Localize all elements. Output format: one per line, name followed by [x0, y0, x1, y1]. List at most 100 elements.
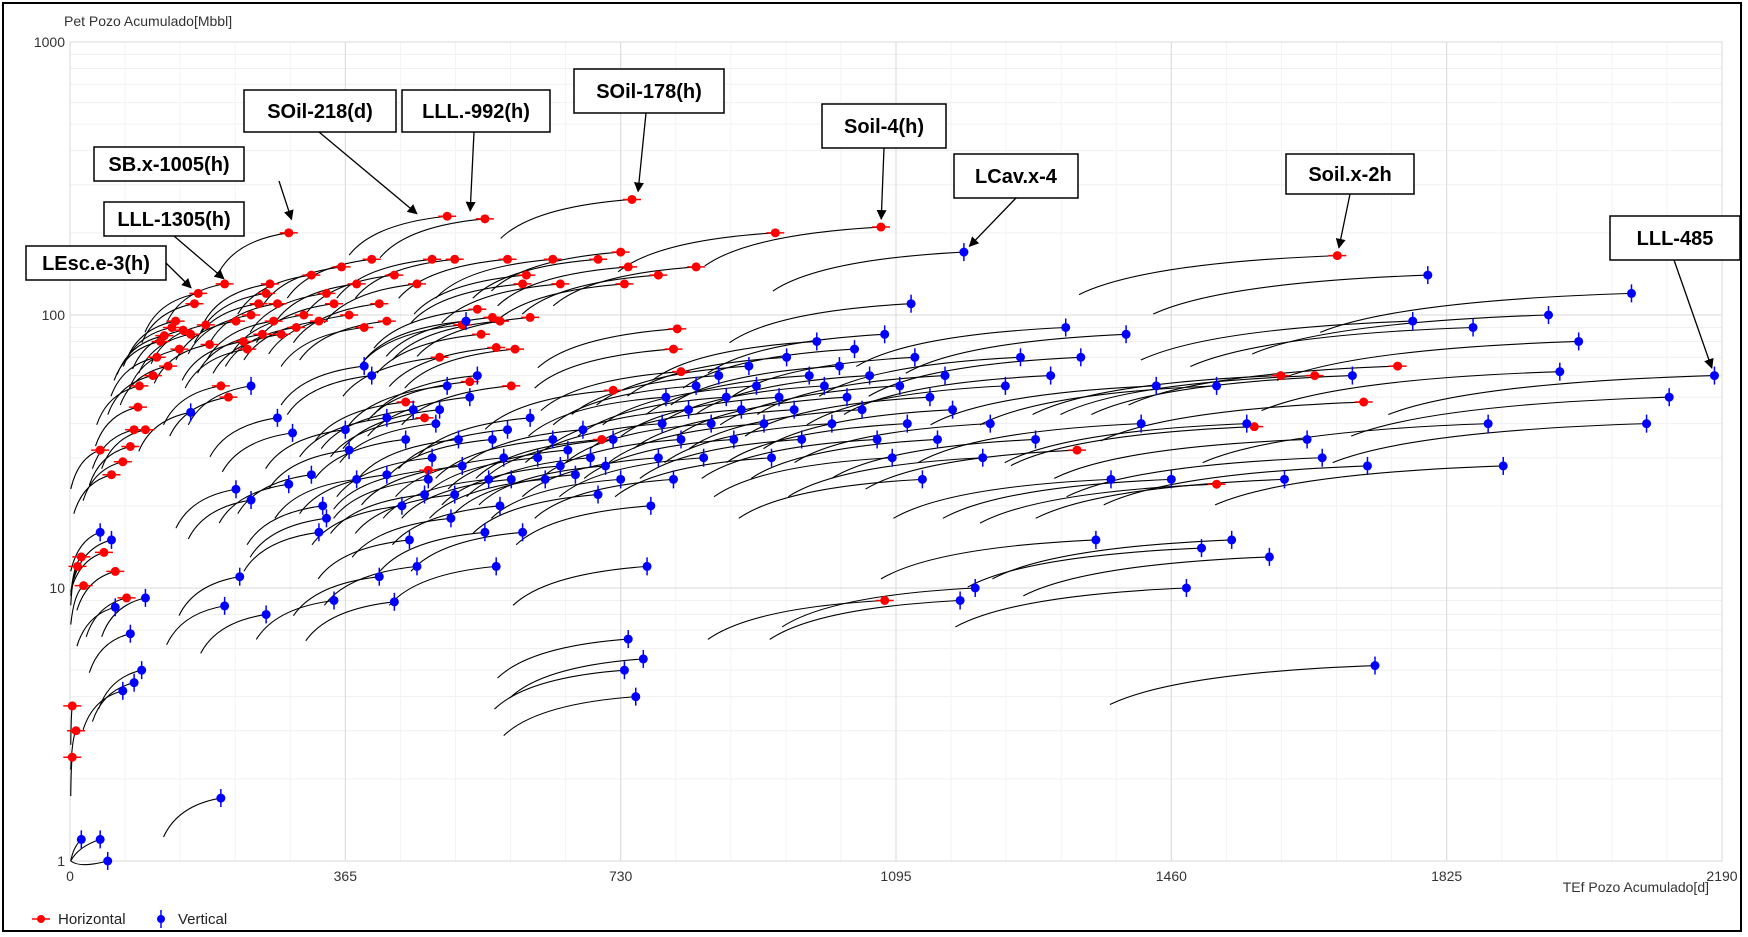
legend-entry: Horizontal [58, 911, 126, 928]
vertical-point [736, 405, 746, 415]
horizontal-point [476, 329, 486, 339]
decline-trace [138, 411, 191, 452]
horizontal-point [521, 270, 531, 280]
horizontal-point [205, 339, 215, 349]
decline-trace [1388, 375, 1715, 416]
horizontal-point [472, 304, 482, 314]
decline-trace [967, 547, 1202, 588]
decline-trace [602, 385, 757, 426]
vertical-point [431, 419, 441, 429]
horizontal-point [344, 310, 354, 320]
decline-trace [794, 423, 991, 464]
vertical-point [970, 583, 980, 593]
horizontal-point [171, 316, 181, 326]
decline-trace [330, 417, 425, 458]
decline-trace [116, 335, 165, 375]
horizontal-point [1212, 479, 1222, 489]
vertical-point [925, 392, 935, 402]
horizontal-point [672, 324, 682, 334]
vertical-point [1046, 371, 1056, 381]
decline-trace [651, 340, 817, 381]
callout-arrow [968, 197, 1017, 248]
decline-trace [110, 356, 157, 397]
horizontal-point [242, 344, 252, 354]
vertical-point [246, 495, 256, 505]
vertical-point [491, 561, 501, 571]
vertical-point [129, 678, 139, 688]
vertical-point [819, 381, 829, 391]
vertical-point [1555, 367, 1565, 377]
horizontal-point [265, 279, 275, 289]
horizontal-point [159, 331, 169, 341]
decline-trace [695, 375, 870, 415]
horizontal-point [269, 316, 279, 326]
vertical-point [842, 392, 852, 402]
vertical-point [1242, 419, 1252, 429]
decline-trace [772, 251, 964, 292]
vertical-point [318, 501, 328, 511]
decline-trace [494, 283, 625, 324]
horizontal-point [525, 312, 535, 322]
x-tick-label: 0 [66, 868, 74, 884]
horizontal-point [67, 752, 77, 762]
vertical-point [1264, 552, 1274, 562]
decline-trace [166, 283, 225, 324]
horizontal-point [110, 566, 120, 576]
horizontal-point [337, 262, 347, 272]
vertical-point [661, 392, 671, 402]
decline-trace [688, 409, 863, 450]
decline-trace [1004, 423, 1247, 464]
decline-trace [475, 438, 602, 479]
decline-trace [391, 320, 501, 361]
decline-trace [484, 438, 614, 479]
callout-box [573, 68, 725, 114]
horizontal-point [134, 381, 144, 391]
decline-trace [299, 320, 387, 361]
horizontal-point [876, 222, 886, 232]
vertical-point [397, 501, 407, 511]
decline-trace [231, 314, 304, 355]
decline-trace [187, 385, 252, 426]
vertical-point [699, 453, 709, 463]
vertical-point [917, 474, 927, 484]
x-tick-label: 730 [609, 868, 633, 884]
horizontal-point [99, 547, 109, 557]
vertical-point [1468, 322, 1478, 332]
vertical-point [329, 595, 339, 605]
vertical-point [653, 453, 663, 463]
vertical-point [638, 654, 648, 664]
vertical-point [684, 405, 694, 415]
x-tick-label: 1825 [1431, 868, 1462, 884]
decline-trace [323, 283, 418, 324]
decline-trace [497, 266, 629, 307]
decline-trace [401, 385, 512, 426]
vertical-point [948, 405, 958, 415]
decline-trace [1251, 314, 1549, 355]
decline-trace [1128, 365, 1398, 406]
decline-trace [391, 505, 501, 546]
horizontal-point [1393, 361, 1403, 371]
decline-trace [376, 333, 482, 374]
vertical-point [857, 405, 867, 415]
decline-trace [422, 457, 538, 498]
vertical-point [382, 413, 392, 423]
decline-trace [385, 316, 493, 357]
decline-trace [274, 478, 357, 519]
vertical-point [103, 856, 113, 866]
horizontal-point [352, 279, 362, 289]
callout-label: LCav.x-4 [975, 166, 1058, 188]
horizontal-point [133, 402, 143, 412]
vertical-point [887, 453, 897, 463]
decline-trace [490, 251, 621, 292]
decline-trace [917, 423, 1142, 464]
decline-trace [732, 356, 915, 397]
vertical-point [789, 405, 799, 415]
vertical-point [1181, 583, 1191, 593]
callout-arrow [465, 131, 476, 212]
horizontal-point [770, 228, 780, 238]
vertical-point [642, 561, 652, 571]
horizontal-point [389, 270, 399, 280]
decline-trace [197, 333, 263, 374]
vertical-point [374, 572, 384, 582]
horizontal-point [1332, 251, 1342, 261]
